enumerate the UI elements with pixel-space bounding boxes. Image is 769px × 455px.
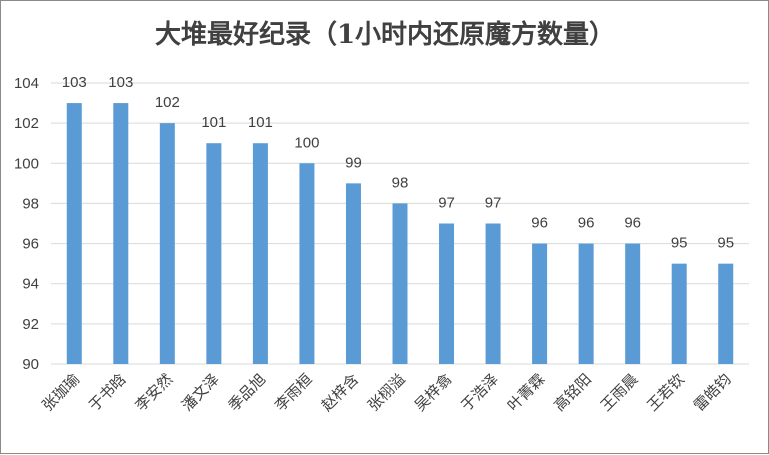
x-tick-label: 雷皓钧 xyxy=(690,370,735,415)
bar xyxy=(532,243,548,364)
bar xyxy=(439,223,455,364)
data-label: 99 xyxy=(345,154,362,171)
x-tick-label: 季品旭 xyxy=(225,370,270,415)
x-tick-label: 李雨桓 xyxy=(271,370,316,415)
bar xyxy=(392,203,408,364)
y-tick-label: 102 xyxy=(14,115,39,132)
x-tick-label: 张栩溢 xyxy=(364,370,409,415)
data-label: 98 xyxy=(392,174,409,191)
bar xyxy=(252,143,268,364)
x-tick-label: 李安然 xyxy=(132,370,177,415)
x-tick-label: 于浩泽 xyxy=(457,370,502,415)
y-axis-ticks: 90 92 94 96 98 100 102 104 xyxy=(14,75,39,373)
x-tick-label: 赵梓含 xyxy=(318,370,363,415)
data-label: 97 xyxy=(438,195,455,212)
data-label: 97 xyxy=(485,195,502,212)
x-tick-label: 潘文泽 xyxy=(178,370,223,415)
y-tick-label: 90 xyxy=(22,356,39,373)
y-tick-label: 98 xyxy=(22,195,39,212)
bar xyxy=(206,143,222,364)
data-label: 96 xyxy=(624,215,641,232)
y-tick-label: 104 xyxy=(14,75,39,92)
bar xyxy=(299,163,315,364)
y-tick-label: 94 xyxy=(22,276,39,293)
data-labels: 103 103 102 101 101 100 99 98 97 97 96 96 96 95 95 xyxy=(62,74,734,252)
data-label: 96 xyxy=(578,215,595,232)
bar xyxy=(718,263,734,364)
x-tick-label: 于书晗 xyxy=(85,370,130,415)
y-tick-label: 96 xyxy=(22,236,39,253)
x-tick-label: 吴梓翕 xyxy=(411,370,456,415)
data-label: 102 xyxy=(155,94,180,111)
data-label: 101 xyxy=(201,114,226,131)
bar xyxy=(113,103,129,365)
bar xyxy=(345,183,361,364)
bar xyxy=(159,123,175,365)
chart-title: 大堆最好纪录（1小时内还原魔方数量） xyxy=(155,19,615,50)
data-label: 103 xyxy=(62,74,87,91)
x-tick-label: 王雨晨 xyxy=(597,370,642,415)
bar xyxy=(485,223,501,364)
bars xyxy=(66,103,734,365)
bar xyxy=(625,243,641,364)
x-axis-labels: 张珈瑜 于书晗 李安然 潘文泽 季品旭 李雨桓 赵梓含 张栩溢 吴梓翕 于浩泽 叶菁霖 高铭阳 王雨晨王… xyxy=(39,370,735,415)
bar xyxy=(66,103,82,365)
y-tick-label: 92 xyxy=(22,316,39,333)
bar xyxy=(578,243,594,364)
data-label: 96 xyxy=(531,215,548,232)
bar xyxy=(671,263,687,364)
data-label: 95 xyxy=(717,235,734,252)
data-label: 100 xyxy=(294,134,319,151)
data-label: 95 xyxy=(671,235,688,252)
x-tick-label: 叶菁霖 xyxy=(504,370,549,415)
x-tick-label: 张珈瑜 xyxy=(39,370,84,415)
data-label: 103 xyxy=(108,74,133,91)
x-tick-label: 高铭阳 xyxy=(550,370,595,415)
x-tick-label: 王若钦 xyxy=(643,370,688,415)
y-tick-label: 100 xyxy=(14,155,39,172)
data-label: 101 xyxy=(248,114,273,131)
